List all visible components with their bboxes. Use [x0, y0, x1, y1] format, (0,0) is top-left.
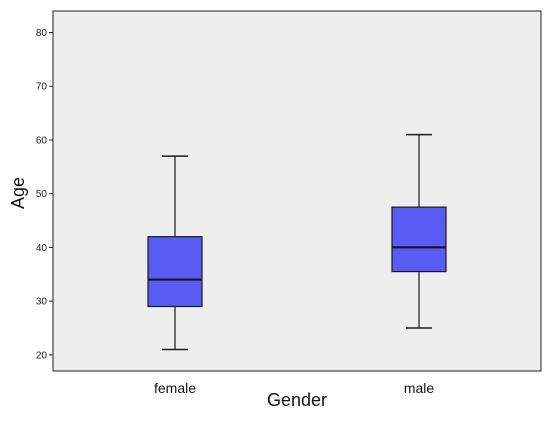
y-axis: 20 30 40 50 60 70 80 [36, 28, 53, 361]
plot-area [52, 10, 542, 372]
y-tick-label: 50 [36, 189, 48, 200]
x-axis-title: Gender [267, 390, 327, 410]
y-tick-label: 80 [36, 28, 48, 39]
y-tick-label: 60 [36, 135, 48, 146]
box-series [147, 133, 447, 351]
x-axis: female male [154, 380, 434, 396]
y-tick-label: 40 [36, 243, 48, 254]
x-category-label: male [404, 380, 435, 396]
iqr-box [391, 206, 447, 273]
y-tick-label: 70 [36, 82, 48, 93]
box-female [147, 155, 203, 351]
y-axis-title: Age [8, 177, 28, 209]
box-male [391, 133, 447, 329]
iqr-box [147, 236, 203, 308]
y-tick-label: 20 [36, 350, 48, 361]
y-tick-label: 30 [36, 297, 48, 308]
x-category-label: female [154, 380, 196, 396]
